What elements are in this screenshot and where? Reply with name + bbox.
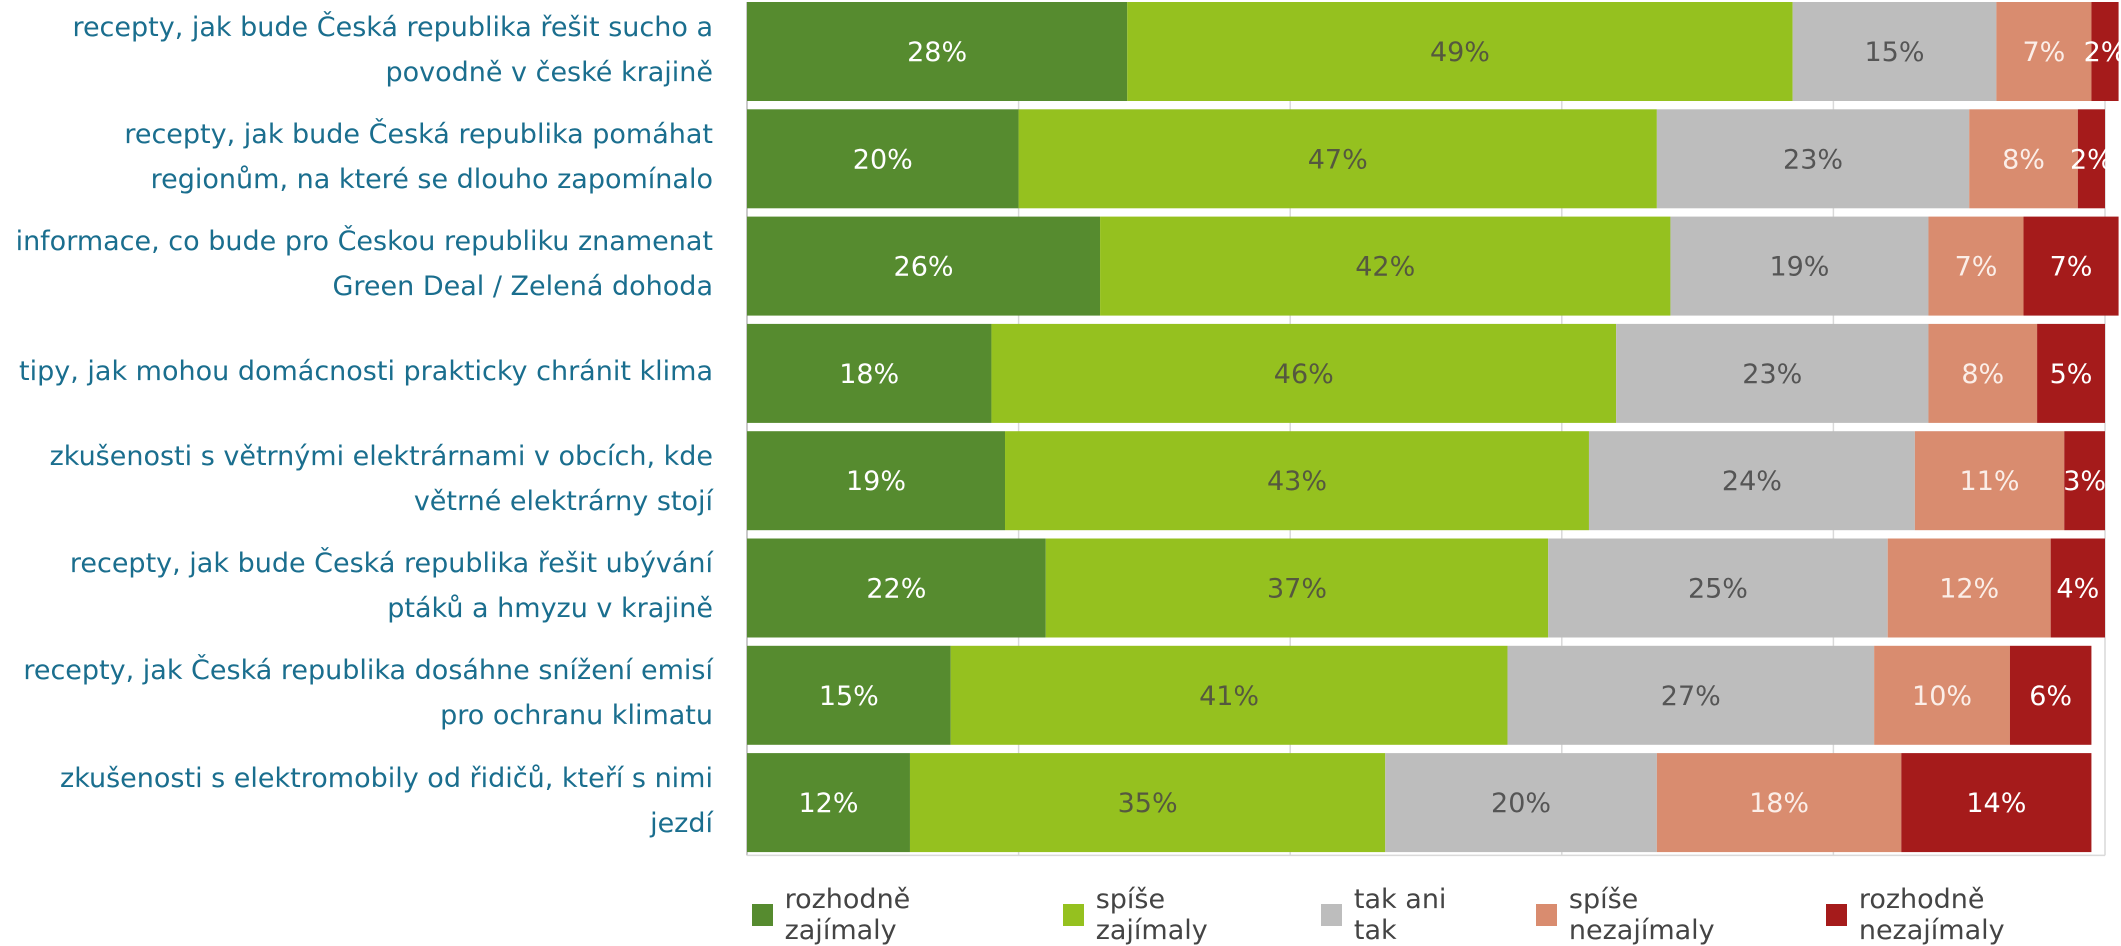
category-label: zkušenosti s elektromobily od řidičů, kt…	[13, 749, 713, 852]
value-label: 42%	[1355, 252, 1415, 283]
value-label: 11%	[1960, 466, 2020, 497]
value-label: 41%	[1199, 681, 1259, 712]
value-label: 26%	[894, 252, 954, 283]
value-label: 37%	[1267, 574, 1327, 605]
value-label: 7%	[1955, 252, 1998, 283]
legend-label: tak ani tak	[1354, 884, 1488, 946]
value-label: 14%	[1966, 788, 2026, 819]
value-label: 8%	[2002, 144, 2045, 175]
value-label: 4%	[2056, 574, 2099, 605]
value-label: 3%	[2063, 466, 2106, 497]
legend-item: spíše zajímaly	[1063, 884, 1273, 946]
value-label: 35%	[1118, 788, 1178, 819]
value-label: 28%	[907, 37, 967, 68]
category-label: recepty, jak bude Česká republika pomáha…	[13, 105, 713, 208]
legend-swatch	[1536, 904, 1557, 926]
value-label: 2%	[2070, 144, 2113, 175]
category-label: recepty, jak Česká republika dosáhne sní…	[13, 642, 713, 745]
category-label: recepty, jak bude Česká republika řešit …	[13, 535, 713, 638]
legend-item: rozhodně zajímaly	[752, 884, 1015, 946]
value-label: 8%	[1961, 359, 2004, 390]
value-label: 22%	[866, 574, 926, 605]
legend-swatch	[1826, 904, 1847, 926]
value-label: 49%	[1430, 37, 1490, 68]
value-label: 23%	[1742, 359, 1802, 390]
legend-label: rozhodně zajímaly	[785, 884, 1016, 946]
legend-item: rozhodně nezajímaly	[1826, 884, 2121, 946]
value-label: 7%	[2050, 252, 2093, 283]
category-label: informace, co bude pro Českou republiku …	[13, 213, 713, 316]
legend-label: rozhodně nezajímaly	[1859, 884, 2121, 946]
value-label: 15%	[1865, 37, 1925, 68]
value-label: 20%	[1491, 788, 1551, 819]
legend-swatch	[1321, 904, 1342, 926]
value-label: 19%	[1769, 252, 1829, 283]
legend-item: spíše nezajímaly	[1536, 884, 1778, 946]
legend-label: spíše nezajímaly	[1569, 884, 1778, 946]
value-label: 7%	[2022, 37, 2065, 68]
value-label: 27%	[1661, 681, 1721, 712]
value-label: 18%	[839, 359, 899, 390]
legend-swatch	[752, 904, 773, 926]
value-label: 25%	[1688, 574, 1748, 605]
value-label: 5%	[2050, 359, 2093, 390]
value-label: 43%	[1267, 466, 1327, 497]
value-label: 19%	[846, 466, 906, 497]
value-label: 10%	[1912, 681, 1972, 712]
value-label: 2%	[2084, 37, 2121, 68]
legend-label: spíše zajímaly	[1096, 884, 1274, 946]
value-label: 24%	[1722, 466, 1782, 497]
value-label: 12%	[798, 788, 858, 819]
value-label: 12%	[1939, 574, 1999, 605]
value-label: 46%	[1274, 359, 1334, 390]
value-label: 20%	[853, 144, 913, 175]
value-label: 6%	[2029, 681, 2072, 712]
category-label: recepty, jak bude Česká republika řešit …	[13, 0, 713, 101]
category-label: zkušenosti s větrnými elektrárnami v obc…	[13, 427, 713, 530]
legend: rozhodně zajímaly spíše zajímaly tak ani t…	[752, 884, 2121, 946]
value-label: 15%	[819, 681, 879, 712]
page: 28% 49% 15% 7% 2% 20% 47% 23% 8% 2% 26% 42% 19% 7% 7% 1…	[0, 0, 2121, 920]
category-label: tipy, jak mohou domácnosti prakticky chr…	[13, 320, 713, 423]
legend-swatch	[1063, 904, 1084, 926]
value-label: 18%	[1749, 788, 1809, 819]
value-label: 47%	[1308, 144, 1368, 175]
value-label: 23%	[1783, 144, 1843, 175]
legend-item: tak ani tak	[1321, 884, 1488, 946]
